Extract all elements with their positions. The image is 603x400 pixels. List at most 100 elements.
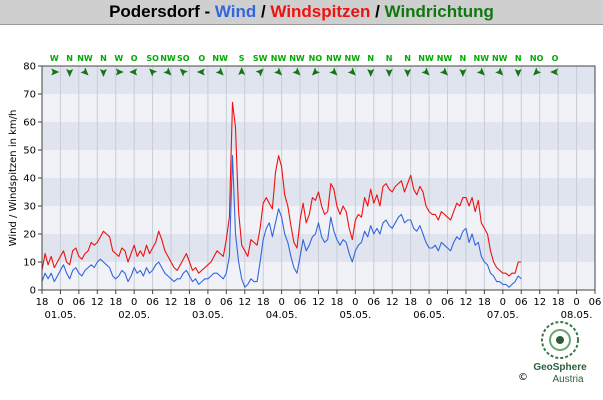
direction-label: NO [530,54,544,63]
x-tick-label: 18 [552,297,565,308]
plot-frame [41,65,596,291]
x-tick-label: 0 [426,297,432,308]
x-tick-label: 12 [460,297,473,308]
title-gust: Windspitzen [270,2,371,21]
direction-label: N [100,54,107,63]
x-tick-label: 12 [238,297,251,308]
direction-arrow [149,68,158,77]
direction-arrow [163,67,172,76]
direction-arrow [385,69,393,77]
direction-label: NW [160,54,176,63]
date-label: 03.05. [192,310,224,321]
direction-label: NW [492,54,508,63]
direction-label: NW [212,54,228,63]
direction-label: O [198,54,205,63]
date-label: 07.05. [487,310,519,321]
direction-arrow [495,67,504,76]
y-axis-ticks: 0 10 20 30 40 50 60 70 80 [23,62,42,297]
date-label: 02.05. [118,310,150,321]
x-tick-label: 06 [220,297,233,308]
direction-arrow [367,69,375,77]
direction-arrow [311,67,321,76]
direction-arrow [514,69,522,77]
direction-arrow [533,67,542,76]
direction-arrow [179,68,188,77]
y-tick-label: 80 [23,62,36,73]
direction-label: NW [474,54,490,63]
series-lines [41,101,522,288]
x-tick-label: 12 [165,297,178,308]
x-tick-label: 12 [312,297,325,308]
y-tick-label: 10 [23,258,36,269]
x-tick-label: 0 [278,297,284,308]
direction-label: NW [77,54,93,63]
geosphere-logo: GeoSphere Austria [520,318,600,398]
direction-label: N [404,54,411,63]
direction-arrow [196,68,205,76]
y-tick-label: 0 [30,286,36,297]
logo-name: GeoSphere [533,362,587,373]
direction-arrow [273,67,283,76]
direction-arrow [129,68,138,76]
x-tick-label: 0 [131,297,137,308]
x-tick-label: 18 [36,297,49,308]
direction-arrow [421,67,430,76]
x-axis-date-labels: 01.05. 02.05. 03.05. 04.05. 05.05. 06.05. 07.0… [45,310,593,321]
x-tick-label: 18 [109,297,122,308]
title-separator: / [370,2,385,21]
x-tick-label: 12 [533,297,546,308]
x-tick-label: 0 [500,297,506,308]
x-tick-label: 06 [294,297,307,308]
wind-direction-labels: W N NW N W O SO NW SO O NW S SW NW NW NO NW NW N N N NW NW N NW N… [50,54,559,63]
x-tick-label: 18 [478,297,491,308]
title-separator: - [199,2,215,21]
direction-arrow [115,68,124,76]
chart-title: Podersdorf - Wind / Windspitzen / Windri… [0,0,603,25]
direction-label: N [460,54,467,63]
direction-arrow [255,68,264,77]
x-axis-ticks: 18 0 06 12 18 0 06 12 18 0 06 12 18 0 06 12 18 0 06 12 18 0 06… [36,290,602,308]
direction-label: NW [289,54,305,63]
direction-label: N [66,54,73,63]
y-axis-label: Wind / Windspitzen in km/h [8,110,19,247]
x-tick-label: 06 [441,297,454,308]
x-tick-label: 18 [257,297,270,308]
direction-label: NW [345,54,361,63]
title-direction: Windrichtung [384,2,494,21]
x-tick-label: 06 [589,297,602,308]
x-tick-label: 0 [352,297,358,308]
direction-label: NO [309,54,323,63]
x-tick-label: 06 [146,297,159,308]
x-tick-label: 06 [515,297,528,308]
title-separator: / [256,2,271,21]
direction-label: NW [271,54,287,63]
date-label: 01.05. [45,310,77,321]
title-wind: Wind [214,2,257,21]
direction-label: O [552,54,559,63]
x-tick-label: 12 [91,297,104,308]
direction-label: N [515,54,522,63]
x-tick-label: 18 [331,297,344,308]
direction-label: SW [253,54,268,63]
direction-arrow [459,69,467,77]
y-tick-label: 70 [23,90,36,101]
x-tick-label: 0 [57,297,63,308]
date-label: 08.05. [561,310,593,321]
x-tick-label: 12 [386,297,399,308]
direction-arrow [51,68,60,76]
x-tick-label: 06 [367,297,380,308]
date-label: 06.05. [413,310,445,321]
direction-label: N [367,54,374,63]
logo-subtitle: Austria [552,374,584,385]
series-line-wind [41,155,522,288]
direction-arrow [476,67,485,76]
direction-label: W [114,54,123,63]
date-label: 05.05. [339,310,371,321]
direction-label: SO [177,54,190,63]
direction-arrow [404,69,412,77]
date-label: 04.05. [266,310,298,321]
x-tick-label: 18 [183,297,196,308]
direction-label: SO [146,54,159,63]
direction-label: NW [437,54,453,63]
direction-arrow [329,67,338,76]
